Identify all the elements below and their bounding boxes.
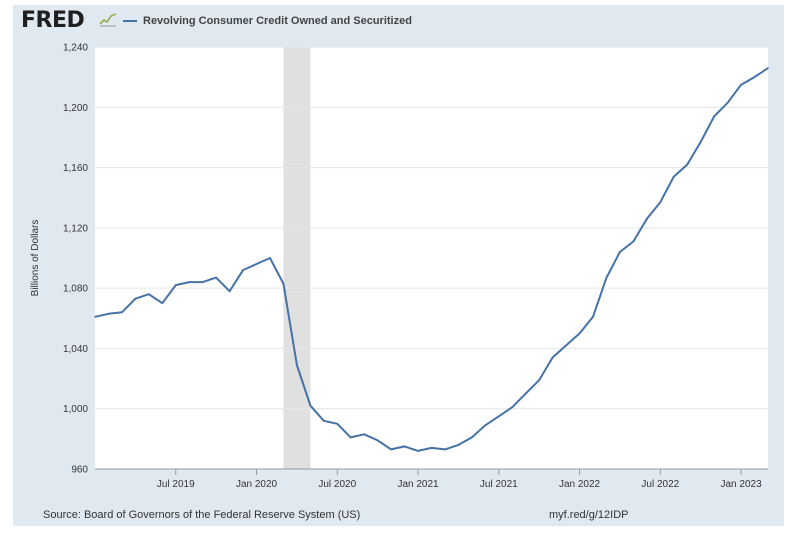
data-point[interactable] — [713, 115, 715, 118]
data-point[interactable] — [323, 419, 325, 422]
axis-layer: 960 1,000 1,040 1,080 1,120 1,160 1,200 1,240 Ju… — [63, 43, 768, 490]
data-point[interactable] — [255, 263, 258, 265]
data-point[interactable] — [121, 311, 123, 314]
series-layer — [94, 67, 769, 452]
data-point[interactable] — [471, 436, 473, 439]
data-point[interactable] — [161, 302, 164, 305]
short-link[interactable]: myf.red/g/12IDP — [549, 509, 629, 521]
data-point[interactable] — [228, 290, 231, 292]
data-point[interactable] — [174, 284, 177, 286]
data-point[interactable] — [511, 406, 514, 409]
y-axis-title: Billions of Dollars — [30, 220, 41, 297]
fred-logo[interactable]: FRED — [21, 8, 85, 33]
source-note: Source: Board of Governors of the Federa… — [43, 509, 361, 521]
data-point[interactable] — [740, 83, 742, 86]
x-tick-label: Jan 2023 — [721, 479, 763, 490]
data-point[interactable] — [498, 415, 500, 418]
y-tick-label: 1,040 — [63, 344, 88, 355]
data-point[interactable] — [538, 379, 540, 381]
chart-legend: Revolving Consumer Credit Owned and Secu… — [123, 15, 412, 27]
data-point[interactable] — [430, 447, 433, 449]
data-point[interactable] — [444, 448, 446, 451]
data-point[interactable] — [605, 276, 608, 279]
data-point[interactable] — [376, 439, 379, 442]
plot-area — [95, 47, 768, 469]
x-tick-label: Jan 2022 — [559, 479, 601, 490]
x-tick-label: Jan 2020 — [236, 479, 278, 490]
y-tick-label: 1,240 — [63, 43, 88, 54]
data-point[interactable] — [309, 404, 312, 407]
data-point[interactable] — [188, 281, 191, 283]
data-point[interactable] — [659, 201, 662, 204]
data-point[interactable] — [94, 315, 96, 318]
y-tick-label: 1,160 — [63, 163, 88, 174]
data-point[interactable] — [699, 141, 702, 143]
data-point[interactable] — [201, 281, 204, 283]
chart-line-icon — [99, 11, 117, 27]
data-point[interactable] — [524, 392, 527, 395]
data-point[interactable] — [632, 240, 635, 243]
data-point[interactable] — [282, 282, 285, 285]
x-tick-label: Jul 2020 — [318, 479, 356, 490]
x-tick-label: Jul 2019 — [157, 479, 195, 490]
data-point[interactable] — [457, 444, 460, 446]
data-point[interactable] — [551, 356, 554, 359]
data-point[interactable] — [403, 445, 406, 448]
data-point[interactable] — [148, 293, 150, 295]
y-tick-label: 1,000 — [63, 404, 88, 415]
recession-band — [283, 47, 311, 469]
y-tick-label: 1,200 — [63, 103, 88, 114]
y-tick-label: 960 — [71, 465, 88, 476]
data-point[interactable] — [390, 448, 392, 451]
data-point[interactable] — [484, 424, 487, 427]
legend-swatch — [123, 20, 137, 22]
data-point[interactable] — [134, 297, 137, 300]
data-point[interactable] — [215, 276, 217, 279]
x-tick-label: Jul 2021 — [480, 479, 518, 490]
data-point[interactable] — [619, 251, 621, 253]
data-point[interactable] — [767, 67, 769, 69]
legend-series-label[interactable]: Revolving Consumer Credit Owned and Secu… — [143, 15, 412, 27]
data-point[interactable] — [578, 332, 581, 335]
data-point[interactable] — [242, 269, 244, 271]
data-point[interactable] — [349, 436, 352, 439]
x-tick-label: Jan 2021 — [397, 479, 439, 490]
y-tick-label: 1,080 — [63, 284, 88, 295]
data-point[interactable] — [646, 218, 648, 220]
data-point[interactable] — [336, 422, 339, 425]
data-point[interactable] — [565, 344, 567, 347]
y-tick-label: 1,120 — [63, 223, 88, 234]
data-point[interactable] — [417, 450, 419, 452]
data-point[interactable] — [107, 312, 110, 315]
x-tick-label: Jul 2022 — [641, 479, 679, 490]
data-point[interactable] — [592, 315, 594, 318]
data-point[interactable] — [726, 101, 729, 104]
recession-layer — [283, 47, 311, 469]
data-point[interactable] — [296, 364, 298, 366]
data-point[interactable] — [753, 76, 756, 78]
data-point[interactable] — [363, 433, 366, 436]
data-point[interactable] — [672, 175, 675, 178]
data-point[interactable] — [686, 163, 689, 166]
data-point[interactable] — [269, 257, 271, 259]
chart-header: FRED Revolving Consumer Credit Owned and… — [13, 5, 784, 37]
